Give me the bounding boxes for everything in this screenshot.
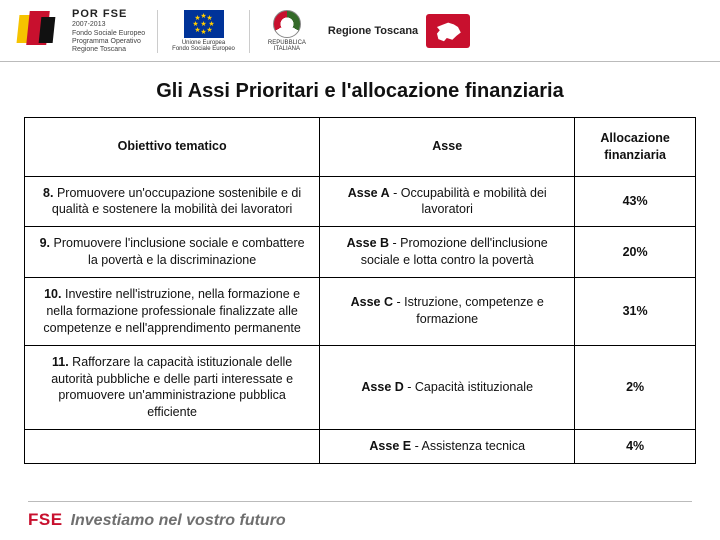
- eu-logo: Unione Europea Fondo Sociale Europeo: [157, 10, 250, 53]
- col-header-allocazione: Allocazione finanziaria: [575, 117, 696, 176]
- col-header-asse: Asse: [320, 117, 575, 176]
- cell-asse: Asse B - Promozione dell'inclusione soci…: [320, 227, 575, 278]
- header-bar: POR FSE 2007-2013 Fondo Sociale Europeo …: [0, 0, 720, 62]
- pegaso-icon: [426, 14, 470, 48]
- table-row: 10. Investire nell'istruzione, nella for…: [25, 278, 696, 346]
- cell-obiettivo: 10. Investire nell'istruzione, nella for…: [25, 278, 320, 346]
- cell-asse: Asse E - Assistenza tecnica: [320, 430, 575, 464]
- cell-obiettivo: 11. Rafforzare la capacità istituzionale…: [25, 345, 320, 430]
- table-row: 9. Promuovere l'inclusione sociale e com…: [25, 227, 696, 278]
- table-row: Asse E - Assistenza tecnica 4%: [25, 430, 696, 464]
- porfse-text: POR FSE 2007-2013 Fondo Sociale Europeo …: [72, 8, 145, 55]
- cell-obiettivo: [25, 430, 320, 464]
- cell-pct: 43%: [575, 176, 696, 227]
- cell-pct: 20%: [575, 227, 696, 278]
- cell-obiettivo: 8. Promuovere un'occupazione sostenibile…: [25, 176, 320, 227]
- footer-slogan: Investiamo nel vostro futuro: [71, 512, 286, 530]
- porfse-sub2: Fondo Sociale Europeo: [72, 30, 145, 38]
- cell-asse: Asse C - Istruzione, competenze e formaz…: [320, 278, 575, 346]
- toscana-logo: Regione Toscana: [328, 14, 470, 48]
- toscana-label: Regione Toscana: [328, 25, 418, 37]
- cell-pct: 2%: [575, 345, 696, 430]
- porfse-mark-icon: [18, 11, 66, 51]
- cell-pct: 4%: [575, 430, 696, 464]
- footer: FSE Investiamo nel vostro futuro: [0, 495, 720, 540]
- table-header-row: Obiettivo tematico Asse Allocazione fina…: [25, 117, 696, 176]
- page-title: Gli Assi Prioritari e l'allocazione fina…: [0, 80, 720, 103]
- porfse-title: POR FSE: [72, 8, 145, 21]
- eu-caption: Unione Europea Fondo Sociale Europeo: [172, 40, 235, 53]
- eu-flag-icon: [184, 10, 224, 38]
- col-header-obiettivo: Obiettivo tematico: [25, 117, 320, 176]
- cell-pct: 31%: [575, 278, 696, 346]
- porfse-sub3: Programma Operativo: [72, 38, 145, 46]
- italy-emblem-icon: [273, 10, 301, 38]
- italy-logo: REPUBBLICA ITALIANA: [262, 10, 312, 53]
- allocation-table: Obiettivo tematico Asse Allocazione fina…: [24, 117, 696, 464]
- cell-obiettivo: 9. Promuovere l'inclusione sociale e com…: [25, 227, 320, 278]
- allocation-table-wrap: Obiettivo tematico Asse Allocazione fina…: [0, 117, 720, 464]
- porfse-logo: POR FSE 2007-2013 Fondo Sociale Europeo …: [18, 8, 145, 55]
- footer-fse: FSE: [28, 510, 63, 530]
- porfse-sub4: Regione Toscana: [72, 46, 145, 54]
- cell-asse: Asse A - Occupabilità e mobilità dei lav…: [320, 176, 575, 227]
- cell-asse: Asse D - Capacità istituzionale: [320, 345, 575, 430]
- table-row: 8. Promuovere un'occupazione sostenibile…: [25, 176, 696, 227]
- porfse-sub1: 2007-2013: [72, 21, 145, 29]
- table-row: 11. Rafforzare la capacità istituzionale…: [25, 345, 696, 430]
- footer-rule: [28, 501, 692, 502]
